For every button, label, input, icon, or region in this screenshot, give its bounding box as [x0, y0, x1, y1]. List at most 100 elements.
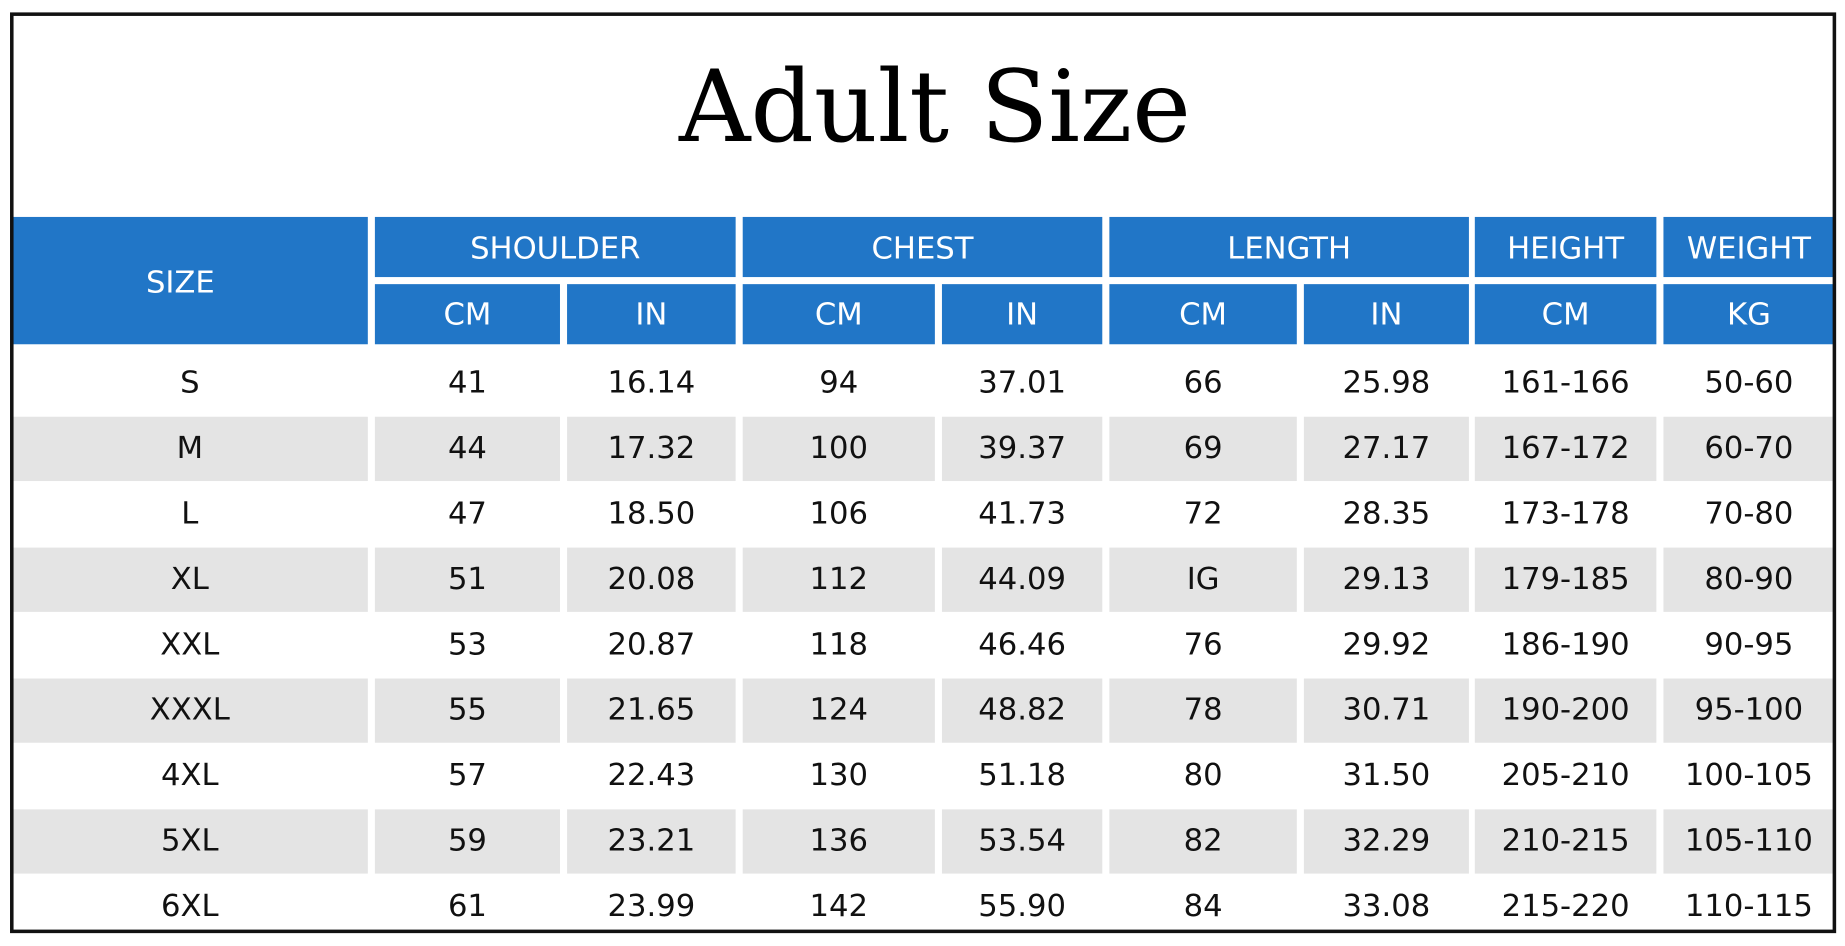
- cell-text: XL: [171, 562, 209, 597]
- unit-cell: [1303, 284, 1469, 345]
- cell-text: 112: [810, 562, 868, 597]
- cell-text: 27.17: [1343, 431, 1431, 466]
- title: Adult Size: [678, 50, 1191, 165]
- cell-text: 210-215: [1502, 824, 1630, 859]
- cell-text: 124: [810, 693, 868, 728]
- cell-text: 118: [810, 627, 868, 662]
- row-band: [1474, 809, 1657, 874]
- unit-cell: [567, 284, 736, 345]
- cell-text: 66: [1184, 366, 1223, 401]
- cell-text: L: [181, 496, 198, 531]
- unit-label: IN: [635, 297, 667, 332]
- row-band: [11, 416, 368, 482]
- cell-text: 25.98: [1343, 366, 1431, 401]
- cell-text: 70-80: [1704, 496, 1793, 531]
- cell-text: 20.87: [607, 627, 695, 662]
- group-cell: [1109, 216, 1469, 278]
- cell-text: 29.13: [1343, 562, 1431, 597]
- cell-text: 59: [448, 824, 487, 859]
- row-band: [1303, 678, 1469, 743]
- cell-text: 95-100: [1695, 693, 1804, 728]
- cell-text: 82: [1184, 824, 1223, 859]
- cell-text: 44.09: [978, 562, 1066, 597]
- group-label: CHEST: [872, 231, 974, 266]
- cell-text: 21.65: [607, 693, 695, 728]
- cell-text: 55.90: [978, 889, 1066, 924]
- cell-text: 39.37: [978, 431, 1066, 466]
- group-cell: [374, 216, 736, 278]
- cell-text: 80-90: [1704, 562, 1793, 597]
- cell-text: 46.46: [978, 627, 1066, 662]
- cell-text: 41: [448, 366, 487, 401]
- row-band: [1474, 547, 1657, 612]
- row-band: [742, 678, 935, 743]
- cell-text: 53: [448, 627, 487, 662]
- cell-text: 28.35: [1343, 496, 1431, 531]
- cell-text: 84: [1184, 889, 1223, 924]
- cell-text: 47: [448, 496, 487, 531]
- unit-cell: [742, 284, 935, 345]
- row-band: [374, 678, 560, 743]
- cell-text: 110-115: [1685, 889, 1813, 924]
- row-band: [742, 416, 935, 482]
- cell-text: 16.14: [607, 366, 695, 401]
- group-label: WEIGHT: [1687, 231, 1811, 266]
- row-band: [941, 678, 1103, 743]
- row-band: [1663, 416, 1835, 482]
- group-label: LENGTH: [1227, 231, 1351, 266]
- unit-label: CM: [444, 297, 492, 332]
- cell-text: 90-95: [1704, 627, 1793, 662]
- unit-cell: [1109, 284, 1297, 345]
- row-band: [742, 547, 935, 612]
- cell-text: 173-178: [1502, 496, 1630, 531]
- unit-cell: [1474, 284, 1657, 345]
- cell-text: 190-200: [1502, 693, 1630, 728]
- cell-text: 130: [810, 758, 868, 793]
- row-band: [11, 547, 368, 612]
- cell-text: 23.21: [607, 824, 695, 859]
- row-band: [1663, 547, 1835, 612]
- cell-text: 31.50: [1343, 758, 1431, 793]
- group-cell: [742, 216, 1103, 278]
- cell-text: 6XL: [161, 889, 219, 924]
- row-band: [11, 809, 368, 874]
- unit-label: IN: [1006, 297, 1038, 332]
- unit-label: CM: [815, 297, 863, 332]
- cell-text: 76: [1184, 627, 1223, 662]
- unit-label: KG: [1727, 297, 1771, 332]
- row-band: [1474, 678, 1657, 743]
- cell-text: M: [177, 431, 203, 466]
- cell-text: IG: [1187, 562, 1220, 597]
- row-band: [1474, 416, 1657, 482]
- cell-text: 48.82: [978, 693, 1066, 728]
- row-band: [941, 547, 1103, 612]
- unit-cell: [1663, 284, 1835, 345]
- row-band: [1303, 547, 1469, 612]
- cell-text: 60-70: [1704, 431, 1793, 466]
- cell-text: 17.32: [607, 431, 695, 466]
- row-band: [11, 678, 368, 743]
- row-band: [941, 416, 1103, 482]
- cell-text: 55: [448, 693, 487, 728]
- cell-text: 4XL: [161, 758, 219, 793]
- row-band: [374, 809, 560, 874]
- cell-text: 29.92: [1343, 627, 1431, 662]
- group-label: HEIGHT: [1507, 231, 1624, 266]
- cell-text: 161-166: [1502, 366, 1630, 401]
- unit-label: IN: [1370, 297, 1402, 332]
- row-band: [1109, 678, 1297, 743]
- cell-text: 33.08: [1343, 889, 1431, 924]
- cell-text: 57: [448, 758, 487, 793]
- cell-text: 179-185: [1502, 562, 1630, 597]
- row-band: [1663, 809, 1835, 874]
- cell-text: 44: [448, 431, 487, 466]
- cell-text: 105-110: [1685, 824, 1813, 859]
- cell-text: 186-190: [1502, 627, 1630, 662]
- cell-text: 20.08: [607, 562, 695, 597]
- cell-text: 50-60: [1704, 366, 1793, 401]
- row-band: [374, 547, 560, 612]
- cell-text: 51: [448, 562, 487, 597]
- border: [10, 12, 1837, 934]
- header-label: SIZE: [146, 266, 215, 301]
- cell-text: 94: [819, 366, 858, 401]
